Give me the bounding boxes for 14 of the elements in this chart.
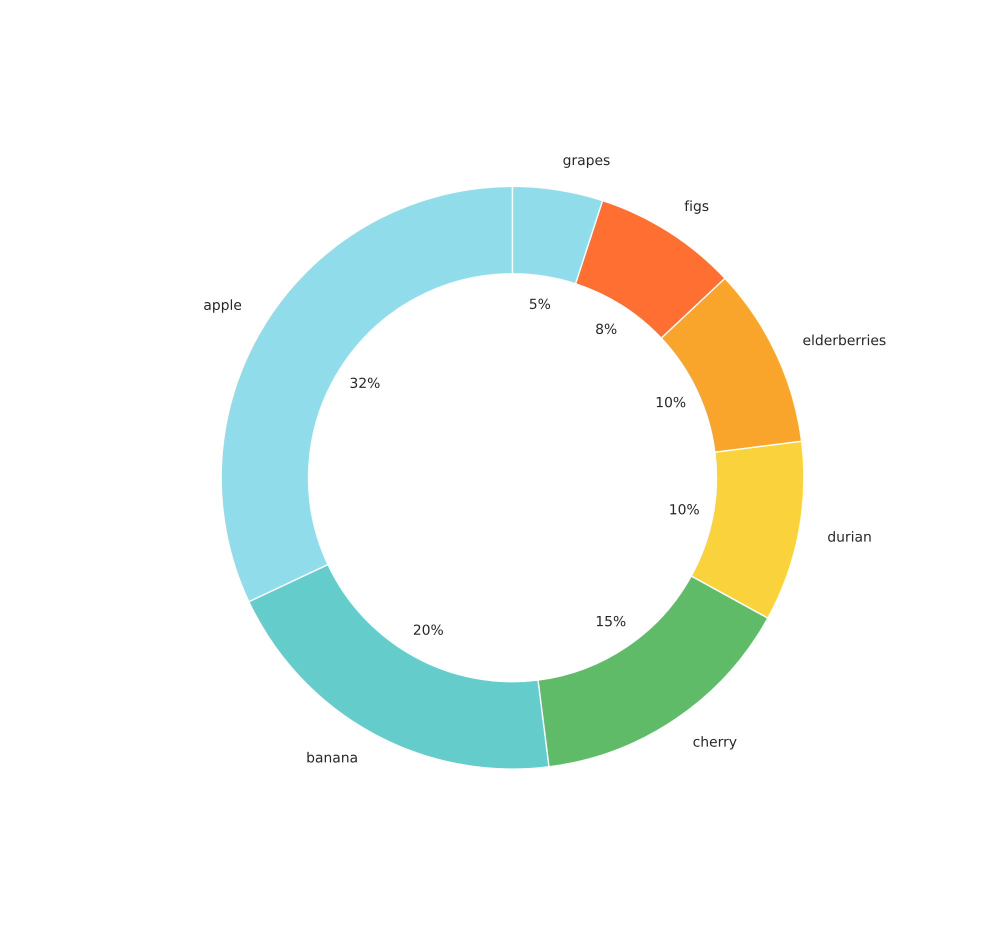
slice-label: durian	[828, 531, 871, 542]
data-label: 8%	[596, 324, 616, 334]
slice-label: figs	[684, 200, 708, 214]
slice-label: grapes	[563, 157, 610, 168]
slice-label: cherry	[693, 736, 737, 750]
slice-label: elderberries	[803, 334, 886, 346]
data-label: 15%	[596, 616, 626, 626]
slice-label: apple	[204, 299, 242, 313]
data-label: 5%	[530, 298, 550, 310]
data-label: 32%	[350, 378, 380, 388]
data-label: 10%	[670, 504, 699, 515]
data-label: 20%	[414, 624, 443, 635]
data-label: 10%	[656, 396, 686, 408]
slice-label: banana	[307, 752, 357, 763]
